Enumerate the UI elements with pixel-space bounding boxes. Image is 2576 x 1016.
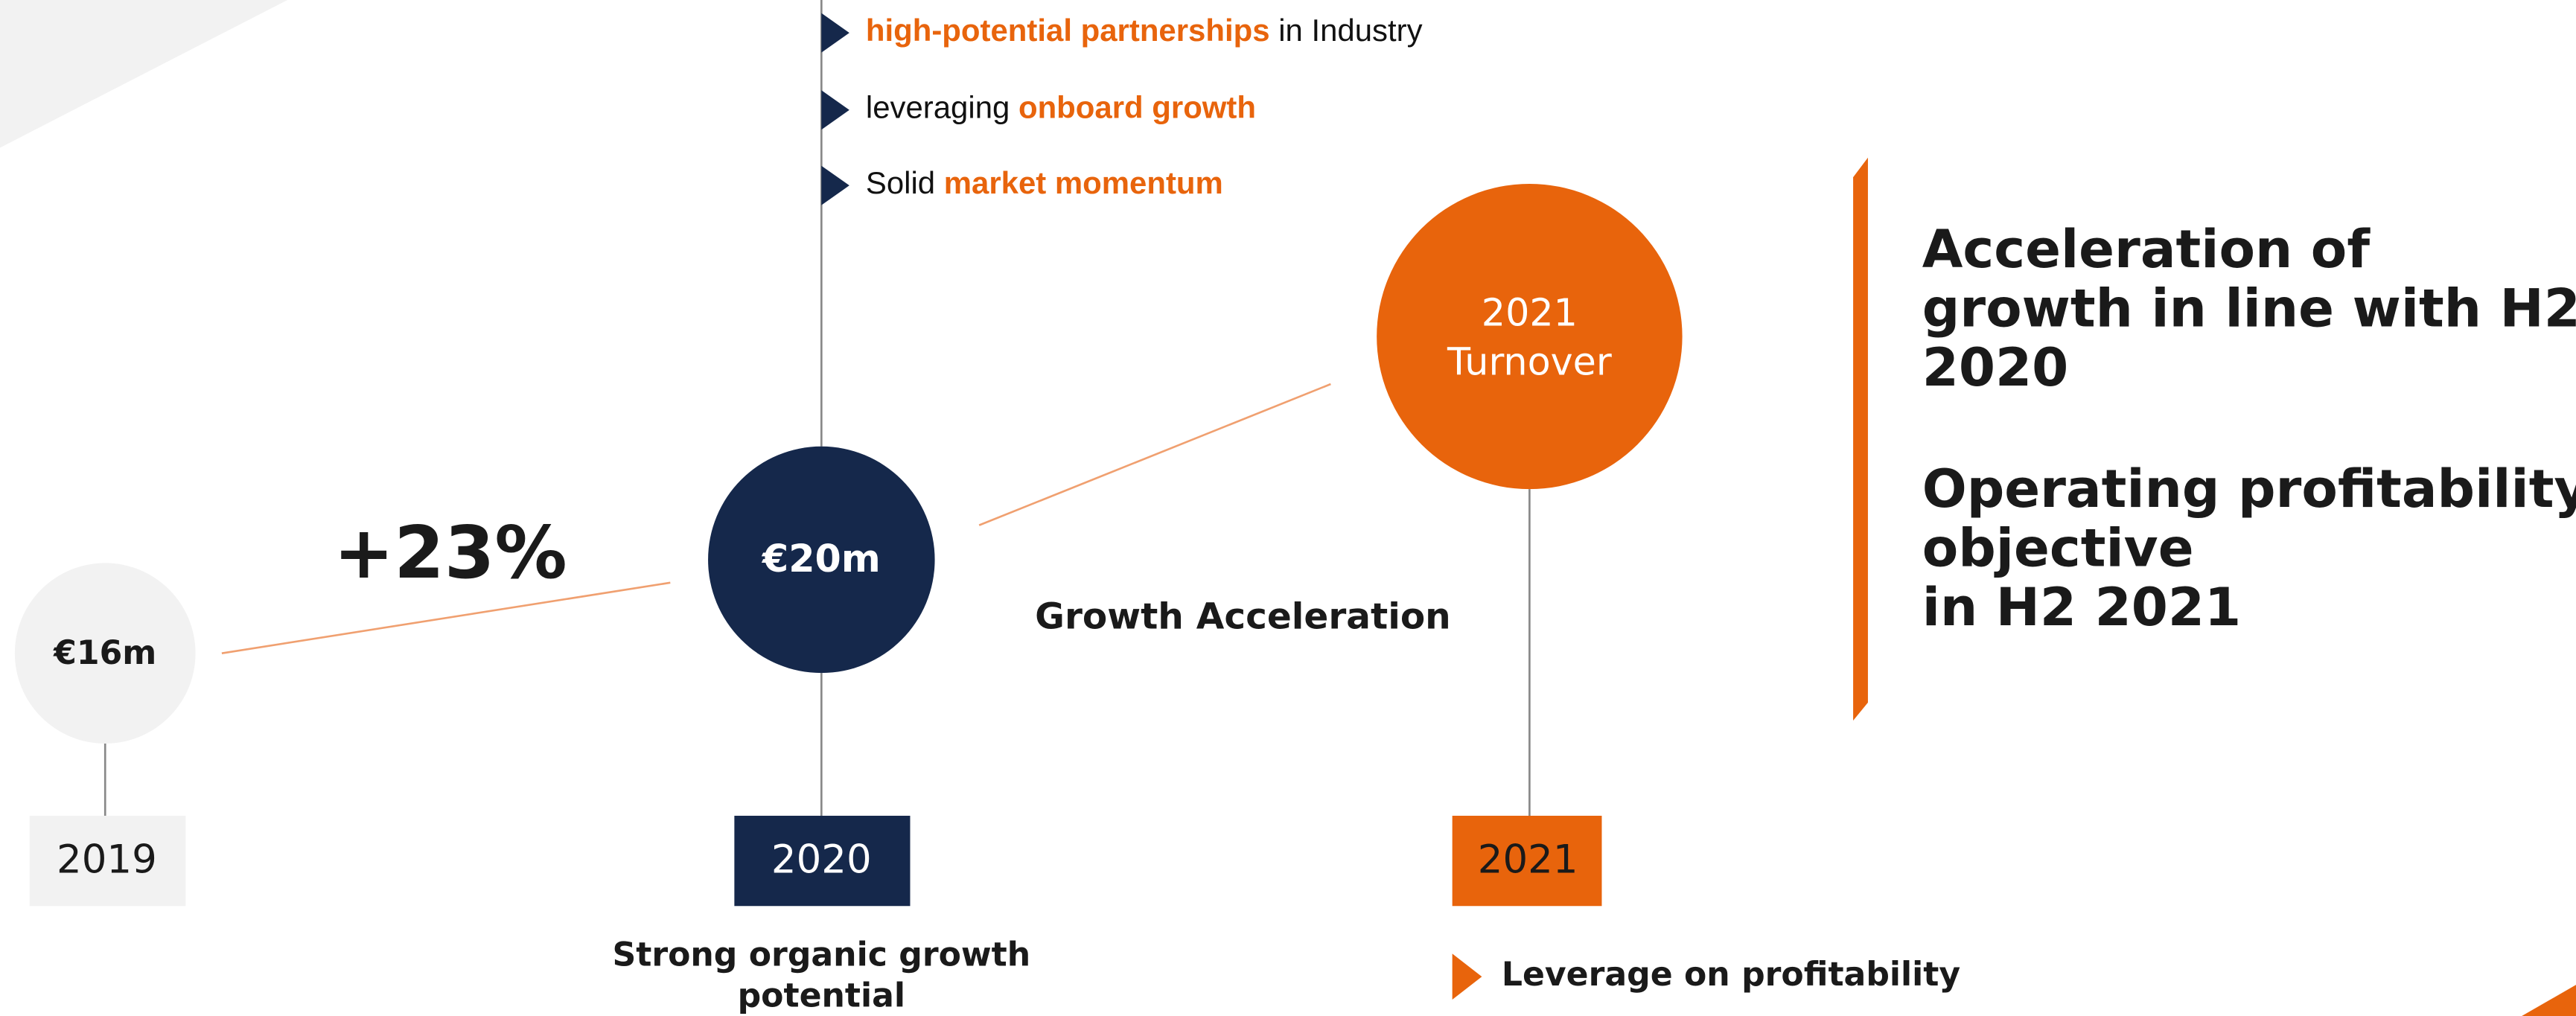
- year-label: 2021: [1478, 837, 1578, 882]
- objective-line: in H2 2021: [1922, 576, 2241, 638]
- marker: [821, 90, 849, 130]
- corner-shape: [0, 0, 288, 148]
- node-value: €16m: [53, 634, 156, 672]
- objective-line: 2020: [1922, 336, 2069, 398]
- bullet-text: high-potential partnerships in Industry: [866, 13, 1423, 48]
- marker: [821, 13, 849, 53]
- bullet-text: leveraging onboard growth: [866, 90, 1256, 125]
- node-circle: [1377, 183, 1683, 490]
- acceleration-label: Growth Acceleration: [1035, 595, 1451, 637]
- top-bullets: high-potential partnerships in Industry l…: [866, 13, 1423, 200]
- marker: [1452, 953, 1482, 1000]
- node-value: Turnover: [1447, 340, 1612, 384]
- plain-text: Solid: [866, 165, 944, 200]
- connector: [978, 383, 1331, 526]
- objective-line: objective: [1922, 517, 2194, 578]
- highlight-text: onboard growth: [1018, 90, 1256, 125]
- caption: potential: [738, 977, 905, 1015]
- objective-line: Acceleration of: [1922, 218, 2371, 280]
- objective-line: growth in line with H2: [1922, 278, 2576, 339]
- year-box: [1452, 815, 1602, 907]
- bullet-text: Leverage on profitability: [1502, 956, 1960, 994]
- node-value: 2021: [1482, 290, 1578, 334]
- highlight-text: market momentum: [944, 165, 1223, 200]
- caption: Strong organic growth: [612, 936, 1030, 974]
- objective-line: Operating profitability: [1922, 458, 2576, 520]
- highlight-text: high-potential partnerships: [866, 13, 1270, 48]
- node-circle: [14, 563, 196, 744]
- bullet-text: Solid market momentum: [866, 165, 1223, 200]
- corner-shape: [2522, 985, 2576, 1016]
- top-markers: [821, 13, 849, 205]
- marker: [821, 165, 849, 205]
- node-circle: [708, 446, 935, 674]
- year-box: [734, 815, 911, 907]
- year-box: [29, 815, 186, 907]
- accent-bar: [1853, 157, 1868, 721]
- year-label: 2020: [771, 837, 872, 882]
- plain-text: in Industry: [1270, 13, 1423, 48]
- year-label: 2019: [57, 837, 157, 882]
- node-value: €20m: [762, 537, 881, 581]
- connector: [221, 581, 671, 654]
- plain-text: leveraging: [866, 90, 1018, 125]
- growth-label: +23%: [334, 511, 567, 595]
